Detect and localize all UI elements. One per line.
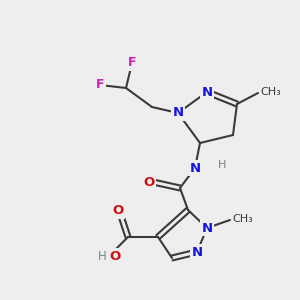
Text: N: N: [201, 221, 213, 235]
Text: N: N: [172, 106, 184, 119]
Text: CH₃: CH₃: [232, 214, 253, 224]
Text: O: O: [143, 176, 155, 188]
Text: CH₃: CH₃: [260, 87, 281, 97]
Text: H: H: [218, 160, 226, 170]
Text: N: N: [191, 245, 203, 259]
Text: H: H: [98, 250, 107, 262]
Text: F: F: [96, 79, 104, 92]
Text: N: N: [189, 161, 201, 175]
Text: O: O: [112, 205, 124, 218]
Text: F: F: [128, 56, 136, 70]
Text: O: O: [110, 250, 121, 262]
Text: N: N: [201, 85, 213, 98]
